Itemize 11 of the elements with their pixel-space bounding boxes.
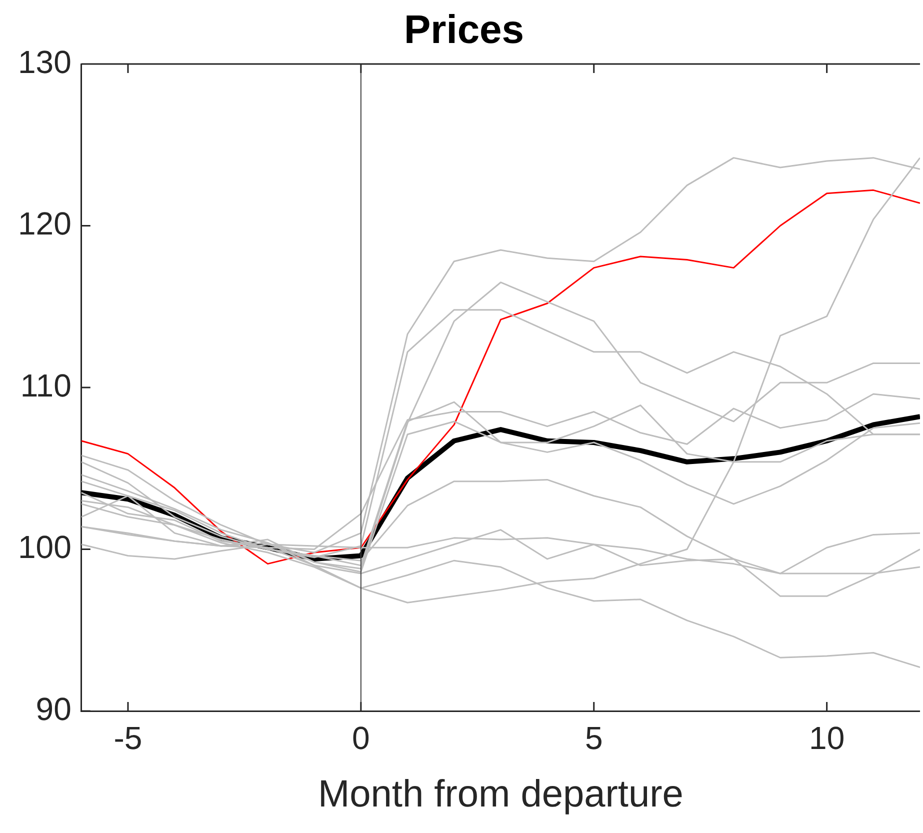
y-tick-label: 110 [20,367,72,404]
y-tick-label: 120 [18,206,72,242]
chart-title: Prices [404,8,524,52]
y-tick-label: 130 [18,44,72,80]
x-axis-title: Month from departure [318,774,684,816]
x-tick-label: 10 [809,720,845,756]
x-tick-label: -5 [114,720,142,756]
x-tick-label: 5 [584,720,603,756]
y-tick-label: 90 [36,690,72,727]
y-tick-label: 100 [18,529,72,566]
x-tick-label: 0 [352,720,370,756]
